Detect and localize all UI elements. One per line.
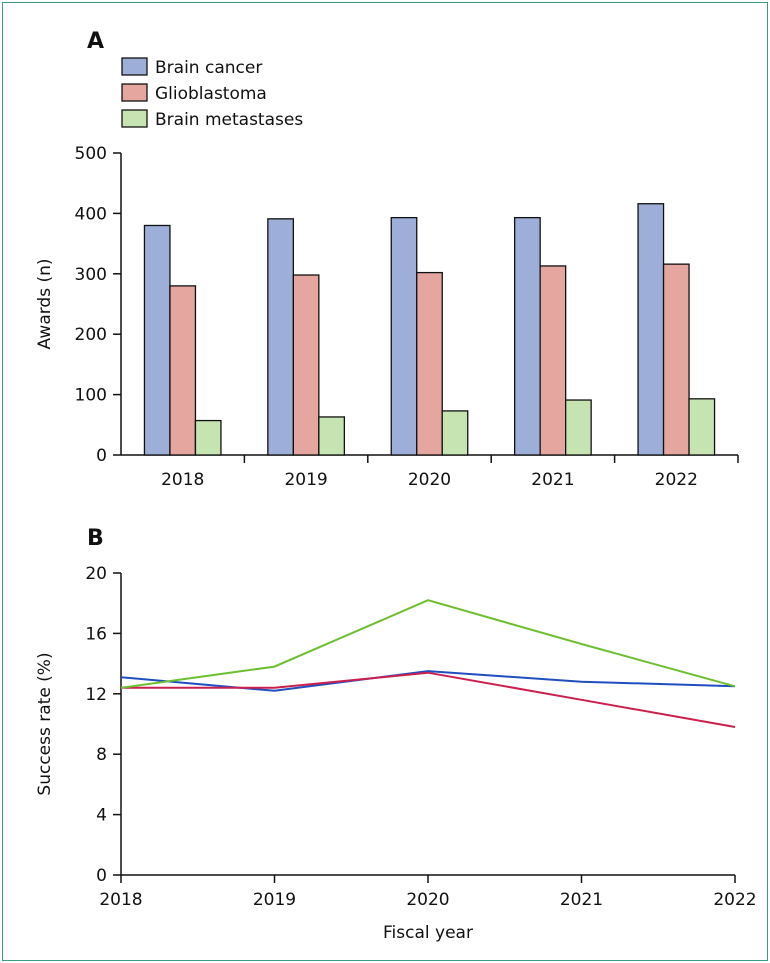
panel-b-lines [120, 599, 736, 728]
x-tick-label: 2018 [161, 470, 204, 490]
legend-swatch [121, 57, 148, 76]
bar [637, 203, 665, 456]
bar [194, 419, 222, 456]
y-tick-label: 4 [96, 806, 107, 826]
bar [662, 263, 690, 456]
y-tick-label: 0 [96, 866, 107, 886]
y-tick-label: 20 [85, 564, 107, 584]
series-line [120, 599, 736, 689]
x-tick-label: 2019 [284, 470, 327, 490]
legend: Brain cancer Glioblastoma Brain metastases [121, 57, 303, 130]
y-axis-label-a: Awards (n) [35, 258, 55, 349]
bar [292, 274, 320, 456]
bar [565, 399, 592, 456]
legend-label: Glioblastoma [155, 84, 267, 104]
legend-swatch [121, 83, 148, 102]
x-tick-label: 2022 [655, 470, 698, 490]
series-line [121, 671, 736, 728]
x-axis-label-b: Fiscal year [383, 923, 473, 943]
bar [539, 265, 567, 456]
y-tick-label: 500 [75, 144, 107, 164]
y-tick-label: 300 [75, 265, 107, 285]
x-tick-label: 2018 [99, 890, 142, 910]
x-tick-label: 2021 [560, 890, 603, 910]
y-tick-label: 400 [75, 204, 107, 224]
x-tick-label: 2021 [531, 470, 574, 490]
bar [688, 398, 716, 456]
bar [416, 271, 443, 456]
bar [390, 216, 418, 456]
y-tick-label: 8 [96, 745, 107, 765]
panel-a-label: A [87, 29, 104, 54]
x-tick-label: 2020 [408, 470, 451, 490]
panel-b-axes: 0 4 8 12 16 20 2018 2019 2020 2021 2022 [85, 564, 756, 910]
panel-a-bars [143, 203, 716, 456]
y-tick-label: 16 [85, 624, 107, 644]
bar [441, 410, 469, 456]
y-tick-label: 100 [75, 386, 107, 406]
bar [267, 218, 295, 456]
bar [514, 216, 541, 456]
legend-label: Brain metastases [155, 110, 303, 130]
series-line [120, 670, 736, 692]
panel-a-axes: 0 100 200 300 400 500 2018 2019 2020 2021 2022 [75, 144, 739, 490]
y-tick-label: 12 [85, 685, 107, 705]
y-axis-label-b: Success rate (%) [35, 652, 55, 795]
bar [143, 224, 171, 456]
legend-swatch [121, 109, 148, 128]
x-tick-label: 2019 [253, 890, 296, 910]
y-tick-label: 200 [75, 325, 107, 345]
x-tick-label: 2022 [713, 890, 756, 910]
y-tick-label: 0 [96, 446, 107, 466]
legend-label: Brain cancer [155, 58, 262, 78]
x-tick-label: 2020 [406, 890, 449, 910]
bar [318, 416, 346, 456]
bar [169, 285, 197, 456]
panel-b-label: B [87, 526, 104, 551]
